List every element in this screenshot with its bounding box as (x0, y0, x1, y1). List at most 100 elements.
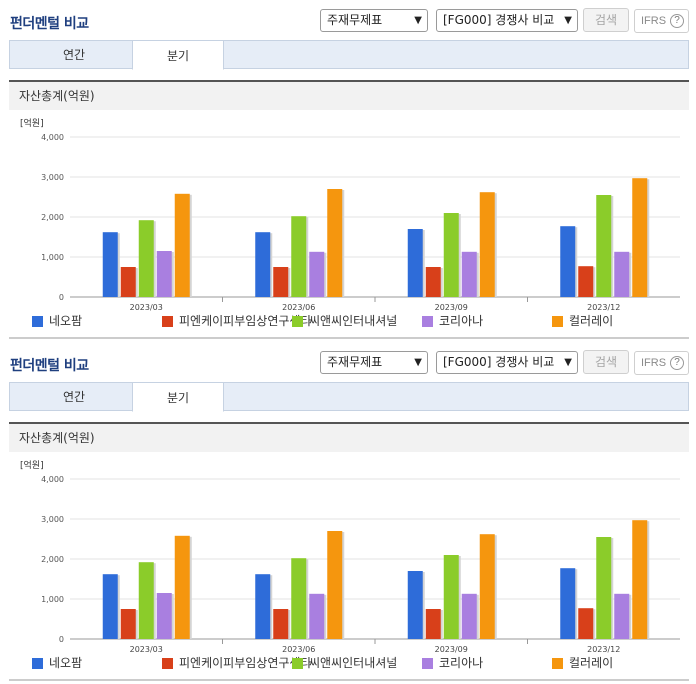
chevron-down-icon: ▼ (564, 357, 572, 368)
bar (560, 568, 576, 639)
bar (461, 251, 477, 297)
y-unit-label: [억원] (20, 459, 44, 471)
ifrs-label: IFRS (641, 357, 667, 369)
y-tick-label: 1,000 (41, 253, 64, 262)
bar (120, 267, 136, 297)
tab-annual[interactable]: 연간 (62, 48, 86, 62)
divider (9, 337, 689, 339)
statement-select[interactable]: 주재무제표 ▼ (320, 9, 428, 32)
chart-legend: 네오팜 피엔케이피부임상연구센타 씨앤씨인터내셔널 코리아나 컬러레이 (0, 313, 696, 329)
bar (614, 251, 630, 297)
bar (327, 531, 343, 639)
legend-label: 씨앤씨인터내셔널 (309, 314, 398, 328)
chart-legend: 네오팜 피엔케이피부임상연구센타 씨앤씨인터내셔널 코리아나 컬러레이 (0, 655, 696, 671)
bar (309, 593, 325, 639)
compare-select[interactable]: [FG000] 경쟁사 비교 ▼ (436, 351, 578, 374)
legend-swatch (292, 658, 303, 669)
bar (156, 251, 172, 297)
ifrs-label: IFRS (641, 15, 667, 27)
chevron-down-icon: ▼ (414, 15, 422, 26)
x-tick-label: 2023/06 (282, 303, 315, 312)
y-tick-label: 3,000 (41, 173, 64, 182)
legend-label: 씨앤씨인터내셔널 (309, 656, 398, 670)
period-tabs: 연간 분기 (9, 40, 689, 70)
chart-svg: [억원] 0 1,000 2,000 3,000 4,000 2023/03 2023/06 2… (20, 459, 680, 654)
section-title: 자산총계(억원) (9, 422, 689, 452)
bar (273, 609, 289, 639)
y-tick-label: 4,000 (41, 133, 64, 142)
legend-swatch (162, 316, 173, 327)
panel-header: 펀더멘털 비교 주재무제표 ▼ [FG000] 경쟁사 비교 ▼ 검색 IFRS… (0, 0, 696, 40)
bar (443, 213, 459, 297)
y-tick-label: 2,000 (41, 213, 64, 222)
legend-label: 피엔케이피부임상연구센타 (179, 656, 312, 670)
statement-select-value: 주재무제표 (327, 13, 383, 27)
bar (102, 574, 118, 639)
bar (407, 571, 423, 639)
bar (138, 220, 154, 297)
bar (102, 232, 118, 297)
x-tick-label: 2023/06 (282, 645, 315, 654)
bar (273, 267, 289, 297)
bar (614, 593, 630, 639)
bar (425, 609, 441, 639)
period-tabs: 연간 분기 (9, 382, 689, 412)
legend-swatch (32, 316, 43, 327)
legend-label: 컬러레이 (569, 314, 614, 328)
bar-chart: [억원] 0 1,000 2,000 3,000 4,000 2023/03 2023/06 2… (0, 452, 696, 684)
legend-swatch (422, 658, 433, 669)
x-tick-label: 2023/09 (435, 645, 468, 654)
divider (9, 679, 689, 681)
tab-annual[interactable]: 연간 (62, 390, 86, 404)
bar-chart: [억원] 0 1,000 2,000 3,000 4,000 2023/03 2023/06 2… (0, 110, 696, 342)
x-tick-label: 2023/12 (587, 303, 620, 312)
bar (120, 609, 136, 639)
x-tick-label: 2023/03 (130, 303, 163, 312)
ifrs-button[interactable]: IFRS ? (634, 9, 689, 33)
y-unit-label: [억원] (20, 117, 44, 129)
search-button[interactable]: 검색 (583, 350, 629, 374)
help-icon: ? (670, 356, 684, 370)
compare-select-value: [FG000] 경쟁사 비교 (443, 13, 555, 27)
legend-label: 네오팜 (49, 314, 83, 328)
legend-label: 코리아나 (439, 314, 484, 328)
y-tick-label: 1,000 (41, 595, 64, 604)
bar (560, 226, 576, 297)
bar (174, 193, 190, 297)
bar (596, 195, 612, 297)
bar (291, 216, 307, 297)
tab-quarter[interactable]: 분기 (132, 40, 224, 70)
bar (479, 534, 495, 639)
fundamental-panel-2: 펀더멘털 비교 주재무제표 ▼ [FG000] 경쟁사 비교 ▼ 검색 IFRS… (0, 342, 696, 684)
y-tick-label: 0 (59, 293, 64, 302)
x-tick-label: 2023/12 (587, 645, 620, 654)
statement-select-value: 주재무제표 (327, 355, 383, 369)
bar (255, 574, 271, 639)
y-tick-label: 4,000 (41, 475, 64, 484)
bar (309, 251, 325, 297)
panel-title: 펀더멘털 비교 (10, 358, 89, 374)
fundamental-panel-1: 펀더멘털 비교 주재무제표 ▼ [FG000] 경쟁사 비교 ▼ 검색 IFRS… (0, 0, 696, 342)
x-tick-label: 2023/03 (130, 645, 163, 654)
help-icon: ? (670, 14, 684, 28)
statement-select[interactable]: 주재무제표 ▼ (320, 351, 428, 374)
section-title: 자산총계(억원) (9, 80, 689, 110)
bar (632, 520, 648, 639)
y-tick-label: 2,000 (41, 555, 64, 564)
ifrs-button[interactable]: IFRS ? (634, 351, 689, 375)
bar (407, 229, 423, 297)
panel-title: 펀더멘털 비교 (10, 16, 89, 32)
tab-quarter[interactable]: 분기 (132, 382, 224, 412)
bar (596, 537, 612, 639)
legend-label: 피엔케이피부임상연구센타 (179, 314, 312, 328)
bar (443, 555, 459, 639)
y-tick-label: 0 (59, 635, 64, 644)
legend-swatch (552, 316, 563, 327)
search-button[interactable]: 검색 (583, 8, 629, 32)
compare-select[interactable]: [FG000] 경쟁사 비교 ▼ (436, 9, 578, 32)
x-tick-label: 2023/09 (435, 303, 468, 312)
bar (174, 535, 190, 639)
bar (479, 192, 495, 297)
chevron-down-icon: ▼ (414, 357, 422, 368)
bar (255, 232, 271, 297)
